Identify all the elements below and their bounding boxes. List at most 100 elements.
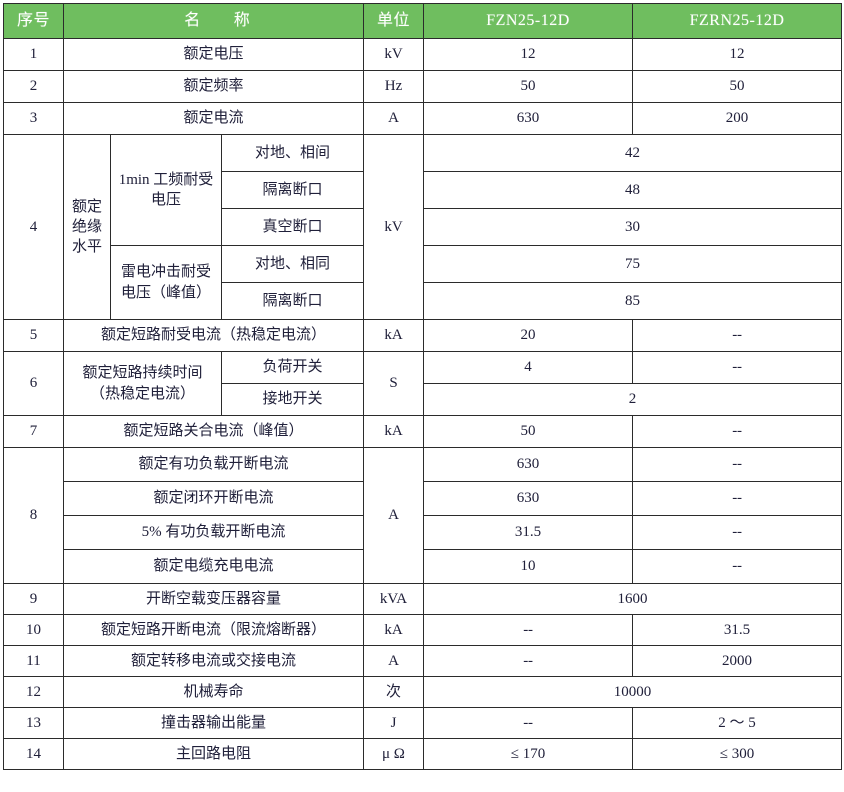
row-value-model-2: -- [632, 319, 842, 352]
row-index: 9 [3, 583, 64, 615]
row-index: 12 [3, 676, 64, 708]
row-unit: kA [363, 614, 424, 646]
row-group-label: 额定绝缘水平 [63, 134, 111, 320]
row-value-model-1: 12 [423, 38, 633, 71]
row-name: 额定短路关合电流（峰值） [63, 415, 364, 448]
table-row: 额定闭环开断电流 630 -- [4, 481, 842, 516]
table-row: 接地开关 2 [4, 383, 842, 416]
sub-item-label: 额定有功负载开断电流 [63, 447, 364, 482]
sub-item-value-model-1: 630 [423, 481, 633, 516]
row-index: 8 [3, 447, 64, 584]
row-value-model-2: ≤ 300 [632, 738, 842, 770]
table-row: 12 机械寿命 次 10000 [3, 676, 842, 708]
row-index: 7 [3, 415, 64, 448]
sub-item-value-model-2: -- [632, 447, 842, 482]
table-row: 5% 有功负载开断电流 31.5 -- [4, 515, 842, 550]
table-row: 11 额定转移电流或交接电流 A -- 2000 [3, 645, 842, 677]
sub-item-label: 5% 有功负载开断电流 [63, 515, 364, 550]
row-value-model-2: 2000 [632, 645, 842, 677]
row-value-span: 10000 [423, 676, 842, 708]
row-value-model-2: -- [632, 415, 842, 448]
row-name: 额定短路开断电流（限流熔断器） [63, 614, 364, 646]
subgroup-label-power-frequency: 1min 工频耐受电压 [110, 134, 222, 246]
sub-item-value-model-1: 4 [423, 351, 633, 384]
table-row: 7 额定短路关合电流（峰值） kA 50 -- [3, 415, 842, 448]
sub-item-label: 额定电缆充电电流 [63, 549, 364, 584]
row-value-model-2: 2 ～ 5 [632, 707, 842, 739]
row-value-model-2: 50 [632, 70, 842, 103]
sub-item-value-model-2: -- [632, 515, 842, 550]
sub-item-label: 负荷开关 [221, 351, 364, 384]
table-row: 10 额定短路开断电流（限流熔断器） kA -- 31.5 [3, 614, 842, 646]
specification-table: 序号 名 称 单位 FZN25-12D FZRN25-12D 1 额定电压 kV… [3, 3, 842, 770]
row-index: 5 [3, 319, 64, 352]
sub-item-value-span: 30 [423, 208, 842, 246]
row-value-model-1: -- [423, 645, 633, 677]
row-value-model-2: 200 [632, 102, 842, 135]
row-value-model-1: -- [423, 707, 633, 739]
sub-item-label: 真空断口 [221, 208, 364, 246]
header-model-fzrn25-12d: FZRN25-12D [632, 3, 842, 39]
row-unit: μ Ω [363, 738, 424, 770]
row-index: 2 [3, 70, 64, 103]
table-row: 真空断口 30 [4, 208, 842, 246]
row-unit: J [363, 707, 424, 739]
table-row: 14 主回路电阻 μ Ω ≤ 170 ≤ 300 [3, 738, 842, 770]
header-name: 名 称 [63, 3, 364, 39]
row-name: 额定转移电流或交接电流 [63, 645, 364, 677]
row-index: 6 [3, 351, 64, 416]
table-row: 8 额定有功负载开断电流 A 630 -- [3, 447, 842, 584]
row-value-model-2: 31.5 [632, 614, 842, 646]
sub-item-value-model-1: 630 [423, 447, 633, 482]
sub-item-label: 对地、相间 [221, 134, 364, 172]
row-value-model-1: 50 [423, 415, 633, 448]
table-header-row: 序号 名 称 单位 FZN25-12D FZRN25-12D [3, 3, 842, 39]
row-name: 额定电流 [63, 102, 364, 135]
row-unit: S [363, 351, 424, 416]
header-index: 序号 [3, 3, 64, 39]
row-name: 撞击器输出能量 [63, 707, 364, 739]
row-value-model-1: 630 [423, 102, 633, 135]
header-unit: 单位 [363, 3, 424, 39]
row-name: 额定频率 [63, 70, 364, 103]
table-row: 雷电冲击耐受电压（峰值） 对地、相同 75 [4, 245, 842, 320]
row-index: 11 [3, 645, 64, 677]
row-value-span: 1600 [423, 583, 842, 615]
row-unit: A [363, 102, 424, 135]
header-model-fzn25-12d: FZN25-12D [423, 3, 633, 39]
row-value-model-1: 50 [423, 70, 633, 103]
table-row: 6 额定短路持续时间（热稳定电流） 负荷开关 S 4 -- [3, 351, 842, 416]
row-unit: kVA [363, 583, 424, 615]
row-unit: kV [363, 38, 424, 71]
row-value-model-1: -- [423, 614, 633, 646]
row-index: 14 [3, 738, 64, 770]
row-value-model-1: ≤ 170 [423, 738, 633, 770]
sub-item-value-span: 42 [423, 134, 842, 172]
sub-item-value-model-1: 31.5 [423, 515, 633, 550]
sub-item-value-model-2: -- [632, 481, 842, 516]
row-value-model-2: 12 [632, 38, 842, 71]
subgroup-label-lightning-impulse: 雷电冲击耐受电压（峰值） [110, 245, 222, 320]
row-name: 额定短路耐受电流（热稳定电流） [63, 319, 364, 352]
table-row: 额定电缆充电电流 10 -- [4, 549, 842, 584]
row-index: 10 [3, 614, 64, 646]
row-value-model-1: 20 [423, 319, 633, 352]
sub-item-value-model-2: -- [632, 351, 842, 384]
sub-item-value-span: 75 [423, 245, 842, 283]
row-index: 4 [3, 134, 64, 320]
sub-item-label: 对地、相同 [221, 245, 364, 283]
sub-item-value-span: 2 [423, 383, 842, 416]
sub-item-value-span: 48 [423, 171, 842, 209]
row-unit: kA [363, 415, 424, 448]
row-unit: Hz [363, 70, 424, 103]
table-row: 1 额定电压 kV 12 12 [3, 38, 842, 71]
sub-item-label: 隔离断口 [221, 171, 364, 209]
row-unit: A [363, 447, 424, 584]
table-row: 4 额定绝缘水平 1min 工频耐受电压 对地、相间 kV 42 [3, 134, 842, 320]
row-index: 13 [3, 707, 64, 739]
row-unit: kV [363, 134, 424, 320]
sub-item-label: 额定闭环开断电流 [63, 481, 364, 516]
row-group-label: 额定短路持续时间（热稳定电流） [63, 351, 222, 416]
sub-item-value-span: 85 [423, 282, 842, 320]
table-row: 13 撞击器输出能量 J -- 2 ～ 5 [3, 707, 842, 739]
